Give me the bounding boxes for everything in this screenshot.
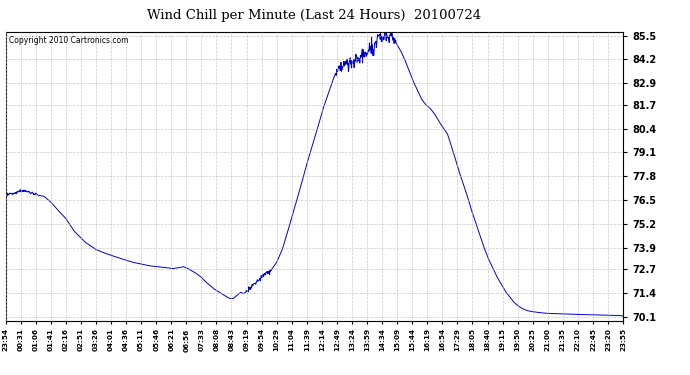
- Text: Copyright 2010 Cartronics.com: Copyright 2010 Cartronics.com: [8, 36, 128, 45]
- Text: Wind Chill per Minute (Last 24 Hours)  20100724: Wind Chill per Minute (Last 24 Hours) 20…: [147, 9, 481, 22]
